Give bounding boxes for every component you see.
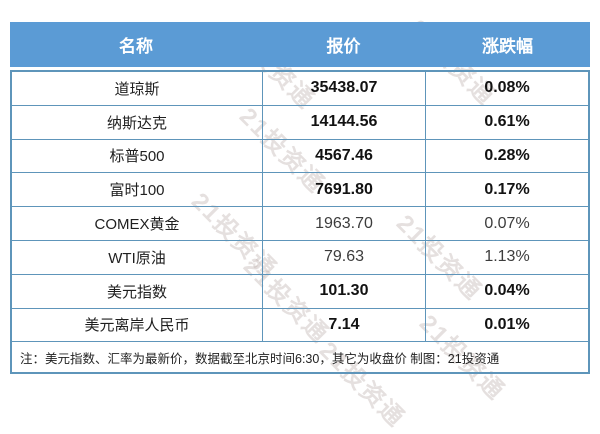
market-quotes-table: 名称 报价 涨跌幅 道琼斯 35438.07 0.08% 纳斯达克 14144.… bbox=[10, 22, 590, 375]
change-percent: 1.13% bbox=[425, 240, 588, 274]
quote-value: 14144.56 bbox=[262, 105, 425, 139]
quote-value: 7691.80 bbox=[262, 173, 425, 207]
change-percent: 0.07% bbox=[425, 207, 588, 240]
table-row-ftse100: 富时100 7691.80 0.17% bbox=[12, 173, 588, 208]
table-row-nasdaq: 纳斯达克 14144.56 0.61% bbox=[12, 105, 588, 140]
instrument-name: 标普500 bbox=[109, 148, 165, 166]
quote-value: 79.63 bbox=[262, 240, 425, 274]
change-percent: 0.17% bbox=[425, 173, 588, 207]
table-body: 道琼斯 35438.07 0.08% 纳斯达克 14144.56 0.61% 标… bbox=[10, 70, 590, 375]
header-change: 涨跌幅 bbox=[482, 37, 533, 56]
quote-value: 1963.70 bbox=[262, 207, 425, 240]
instrument-name: 富时100 bbox=[109, 182, 165, 200]
table-row-dollar-index: 美元指数 101.30 0.04% bbox=[12, 274, 588, 309]
change-percent: 0.01% bbox=[425, 308, 588, 342]
instrument-name: 道琼斯 bbox=[114, 80, 160, 98]
instrument-name: 美元离岸人民币 bbox=[84, 317, 190, 335]
change-percent: 0.28% bbox=[425, 139, 588, 173]
change-percent: 0.04% bbox=[425, 274, 588, 308]
header-name: 名称 bbox=[119, 37, 153, 56]
quote-value: 101.30 bbox=[262, 274, 425, 308]
instrument-name: 美元指数 bbox=[106, 283, 167, 301]
table-row-usd-cnh: 美元离岸人民币 7.14 0.01% bbox=[12, 308, 588, 343]
table-row-wti-crude: WTI原油 79.63 1.13% bbox=[12, 240, 588, 275]
instrument-name: 纳斯达克 bbox=[106, 114, 167, 132]
instrument-name: WTI原油 bbox=[108, 249, 166, 267]
table-row-sp500: 标普500 4567.46 0.28% bbox=[12, 139, 588, 174]
change-percent: 0.08% bbox=[425, 72, 588, 105]
table-row-comex-gold: COMEX黄金 1963.70 0.07% bbox=[12, 207, 588, 241]
change-percent: 0.61% bbox=[425, 105, 588, 139]
table-row-dow-jones: 道琼斯 35438.07 0.08% bbox=[12, 72, 588, 106]
quote-value: 35438.07 bbox=[262, 72, 425, 105]
quote-value: 7.14 bbox=[262, 308, 425, 342]
table-footnote: 注：美元指数、汇率为最新价，数据截至北京时间6:30，其它为收盘价 制图：21投… bbox=[20, 351, 500, 366]
header-quote: 报价 bbox=[326, 37, 361, 56]
table-header-row: 名称 报价 涨跌幅 bbox=[10, 22, 590, 67]
quote-value: 4567.46 bbox=[262, 139, 425, 173]
instrument-name: COMEX黄金 bbox=[94, 216, 180, 234]
